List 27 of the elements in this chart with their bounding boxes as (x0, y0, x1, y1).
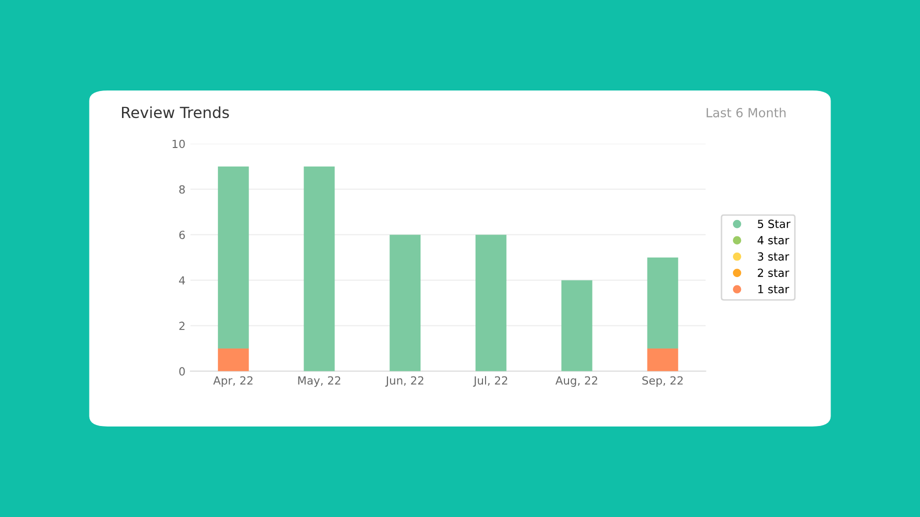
bar (647, 257, 678, 348)
chart-title: Review Trends (122, 106, 229, 118)
bar (218, 166, 249, 348)
x-tick-label: May, 22 (298, 376, 340, 387)
y-tick-label: 10 (172, 140, 185, 148)
y-tick-label: 6 (179, 230, 185, 240)
x-tick-label: Aug, 22 (555, 376, 598, 387)
y-tick-label: 0 (179, 367, 185, 376)
bar (218, 348, 249, 372)
y-tick-label: 4 (179, 276, 185, 284)
bar (304, 166, 335, 372)
legend-label: 1 star (758, 285, 790, 294)
legend-label: 3 star (758, 252, 790, 261)
bar (390, 234, 421, 372)
bar (647, 348, 678, 372)
y-tick-label: 2 (179, 322, 184, 330)
x-tick-label: Sep, 22 (642, 376, 683, 387)
x-tick-label: Apr, 22 (213, 376, 252, 387)
bar (476, 234, 506, 372)
legend-label: 2 star (758, 268, 790, 277)
x-tick-label: Jun, 22 (385, 376, 424, 387)
bar (561, 280, 592, 372)
text: Last 6 Month (706, 108, 786, 118)
y-tick-label: 8 (179, 185, 185, 194)
legend-label: 5 Star (758, 220, 790, 228)
x-tick-label: Jul, 22 (473, 376, 508, 387)
legend-label: 4 star (758, 236, 790, 244)
